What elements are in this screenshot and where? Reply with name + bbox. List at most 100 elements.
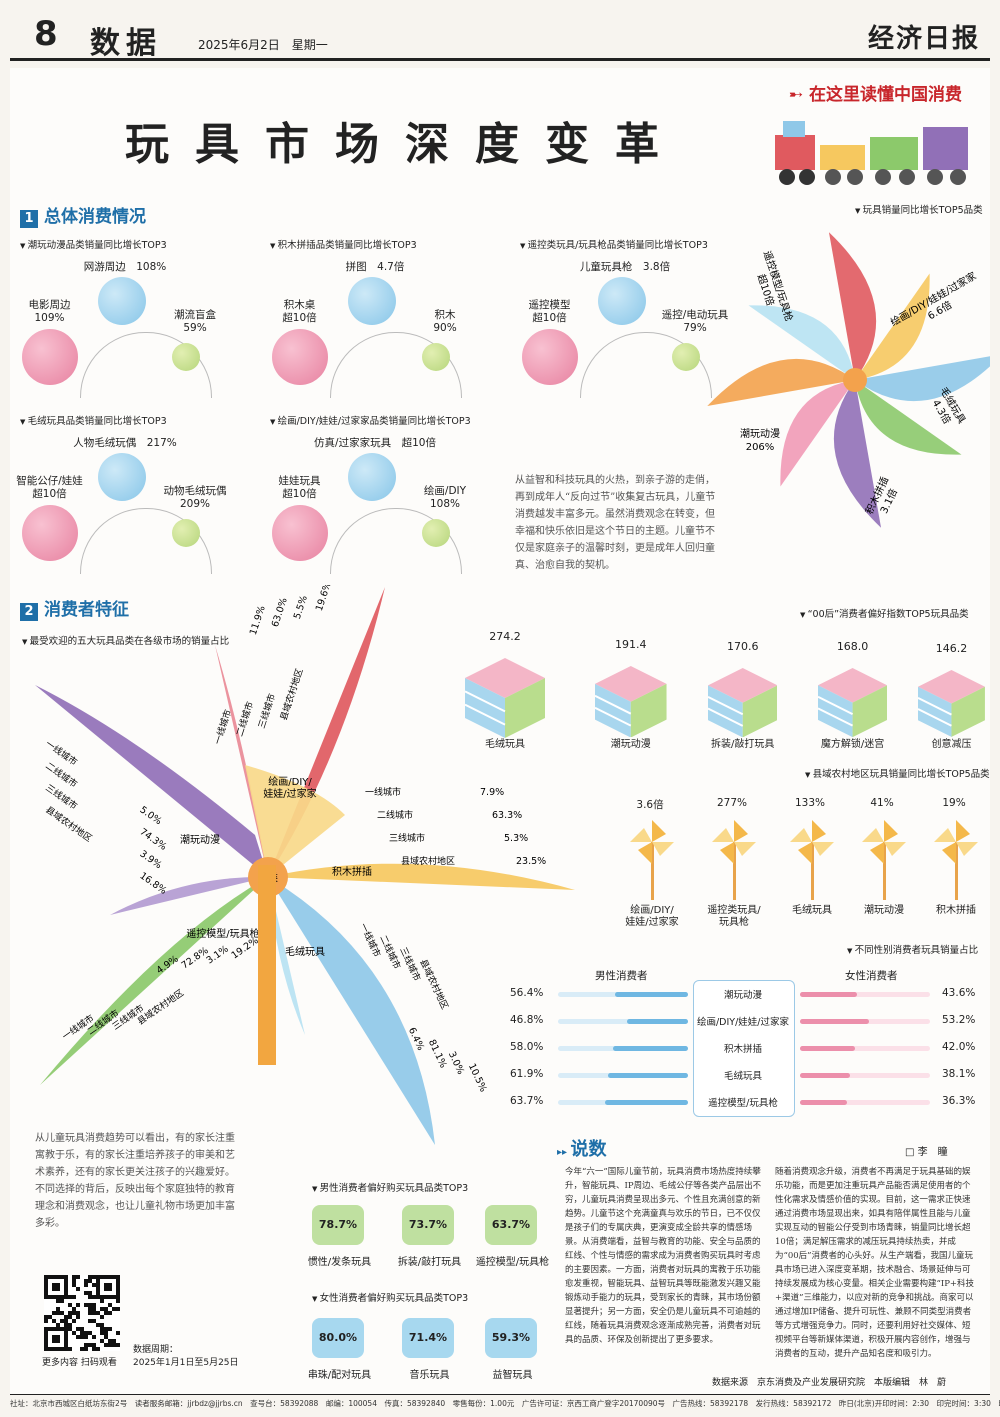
female-bar xyxy=(800,1073,850,1078)
market-level: 县域农村地区 xyxy=(401,855,455,867)
top3-label: 音乐玩具 xyxy=(409,1370,450,1381)
rubik-cube-icon xyxy=(818,667,888,737)
top-bubble xyxy=(98,277,146,325)
gender-row: 58.0% 积木拼插 42.0% xyxy=(510,1039,975,1059)
bubble-panel-title: 绘画/DIY/娃娃/过家家品类销量同比增长TOP3 xyxy=(270,413,471,427)
market-level: 三线城市 xyxy=(389,832,425,844)
top3-label: 益智玩具 xyxy=(492,1370,533,1381)
gender-row: 63.7% 遥控模型/玩具枪 36.3% xyxy=(510,1093,975,1113)
female-value: 42.0% xyxy=(942,1041,976,1053)
male-value: 56.4% xyxy=(510,987,544,999)
puzzle-icon: 78.7% xyxy=(312,1205,364,1245)
gender-category: 潮玩动漫 xyxy=(723,990,762,1001)
female-bar-track xyxy=(800,992,930,997)
market-share: 7.9% xyxy=(480,787,504,798)
pinwheel-blade xyxy=(268,863,575,890)
rubik-cube-icon xyxy=(918,669,985,737)
pinwheel-blade xyxy=(707,358,855,407)
market-level: 县域农村地区 xyxy=(43,804,94,845)
commentary-author: □ 李 瞳 xyxy=(905,1147,948,1158)
gender-row: 56.4% 潮玩动漫 43.6% xyxy=(510,985,975,1005)
pinwheel-blade xyxy=(828,232,877,380)
pinwheel-icon xyxy=(630,820,674,900)
pinwheel-blade xyxy=(855,380,962,455)
female-label: 女性消费者 xyxy=(845,970,898,982)
puzzle-icon: 73.7% xyxy=(402,1205,454,1245)
top-bubble xyxy=(98,453,146,501)
male-bar xyxy=(605,1100,688,1105)
data-period-label: 数据周期： xyxy=(133,1345,179,1355)
top-label: 仿真/过家家玩具 超10倍 xyxy=(314,437,436,449)
top3-label: 惯性/发条玩具 xyxy=(307,1257,372,1268)
market-share: 3.0% xyxy=(446,1050,466,1077)
right-label: 潮流盲盒 59% xyxy=(174,309,216,335)
category-name: 绘画/DIY/娃娃/过家家 xyxy=(263,775,316,800)
market-share: 11.9% xyxy=(248,604,268,636)
pinwheel-stick xyxy=(258,865,276,1065)
cube-label: 潮玩动漫 xyxy=(610,739,651,750)
top3-label: 拆装/敲打玩具 xyxy=(397,1257,462,1268)
market-share: 19.6% xyxy=(314,585,334,613)
county-value: 133% xyxy=(794,797,826,809)
section1-text: 从益智和科技玩具的火热，到亲子游的走俏，再到成年人“反向过节”收集复古玩具，儿童… xyxy=(515,475,716,571)
puzzle-icon: 71.4% xyxy=(402,1318,454,1358)
market-share: 10.5% xyxy=(466,1062,489,1094)
female-value: 43.6% xyxy=(942,987,976,999)
cube-value: 274.2 xyxy=(489,630,521,643)
market-share: 5.3% xyxy=(504,833,528,844)
female-top-title: 女性消费者偏好购买玩具品类TOP3 xyxy=(312,1290,469,1304)
pinwheel-blade xyxy=(268,877,305,1035)
commentary-col1: 今年“六一”国际儿童节前，玩具消费市场热度持续攀升，智能玩具、IP周边、毛绒公仔… xyxy=(565,1167,762,1345)
female-bar xyxy=(800,1019,870,1024)
top-label: 儿童玩具枪 3.8倍 xyxy=(579,261,671,273)
market-share: 16.8% xyxy=(137,870,168,896)
left-label: 积木桌 超10倍 xyxy=(282,299,317,325)
cube-value: 170.6 xyxy=(726,639,759,653)
county-label: 遥控类玩具/ 玩具枪 xyxy=(707,905,761,928)
top-bubble xyxy=(598,277,646,325)
county-value: 19% xyxy=(942,797,966,809)
slogan: ➸ 在这里读懂中国消费 xyxy=(788,85,962,105)
bubble-panel-title: 积木拼插品类销量同比增长TOP3 xyxy=(270,237,417,251)
gender-category: 积木拼插 xyxy=(723,1044,762,1055)
bubble-panel: 拼图 4.7倍 积木桌 超10倍 积木 90% xyxy=(270,257,510,407)
gender-category: 绘画/DIY/娃娃/过家家 xyxy=(696,1017,790,1028)
bubble-panel: 仿真/过家家玩具 超10倍 娃娃玩具 超10倍 绘画/DIY 108% xyxy=(270,433,510,583)
right-bubble xyxy=(422,519,450,547)
county-value: 41% xyxy=(870,797,894,809)
gender-category-box xyxy=(693,980,795,1117)
gender-category: 遥控模型/玩具枪 xyxy=(708,1098,778,1109)
female-bar-track xyxy=(800,1100,930,1105)
market-share: 5.5% xyxy=(292,594,310,620)
market-share-pinwheel: 品类潮玩动漫遥控模型/玩具枪绘画/DIY/娃娃/过家家积木拼插毛绒玩具一线城市5… xyxy=(35,585,575,1145)
toy-train-illustration xyxy=(775,121,968,185)
left-bubble xyxy=(272,505,328,561)
female-bar-track xyxy=(800,1073,930,1078)
bubble-panel: 网游周边 108% 电影周边 109% 潮流盲盒 59% xyxy=(20,257,260,407)
cube-label: 毛绒玩具 xyxy=(485,739,525,750)
top-label: 网游周边 108% xyxy=(83,261,167,273)
county-label: 积木拼插 xyxy=(936,905,976,916)
female-value: 53.2% xyxy=(942,1014,976,1026)
newspaper-logo: 经济日报 xyxy=(867,24,980,54)
footer-rule xyxy=(10,1394,990,1395)
market-share: 3.9% xyxy=(137,848,163,871)
market-share: 23.5% xyxy=(516,856,546,867)
issue-date: 2025年6月2日 星期一 xyxy=(198,38,328,52)
market-share: 81.1% xyxy=(426,1038,449,1070)
page-number: 8 xyxy=(34,14,58,54)
county-value: 3.6倍 xyxy=(636,799,664,811)
top5-title: 玩具销量同比增长TOP5品类 xyxy=(855,202,983,216)
gender-row: 46.8% 绘画/DIY/娃娃/过家家 53.2% xyxy=(510,1012,975,1032)
male-label: 男性消费者 xyxy=(595,970,648,982)
qr-code[interactable] xyxy=(44,1275,120,1351)
male-bar xyxy=(612,1046,688,1051)
market-level: 县域农村地区 xyxy=(277,667,305,722)
cube-label: 创意减压 xyxy=(931,739,972,750)
pinwheel-blade xyxy=(215,645,268,877)
left-label: 电影周边 109% xyxy=(28,299,71,325)
cube-value: 146.2 xyxy=(935,641,968,655)
cube-value: 191.4 xyxy=(615,637,647,651)
right-label: 积木 90% xyxy=(433,309,457,335)
county-label: 潮玩动漫 xyxy=(864,905,904,916)
